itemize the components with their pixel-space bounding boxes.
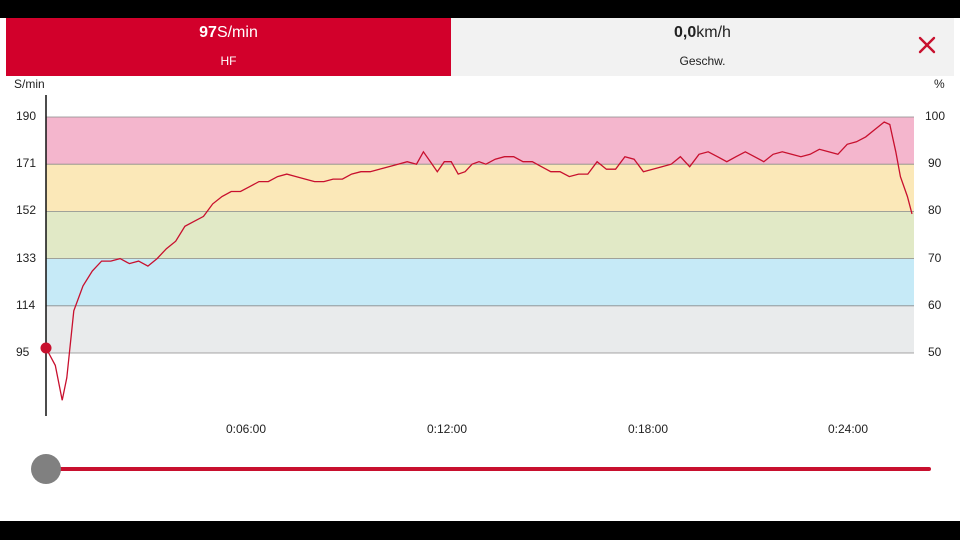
heart-rate-number: 97 [199,24,217,41]
y-tick-left: 133 [16,251,37,265]
y-tick-left: 171 [16,156,37,170]
close-icon[interactable] [916,34,938,56]
y-tick-left: 190 [16,109,37,123]
tab-speed[interactable]: 0,0km/h Geschw. [451,18,954,76]
y-tick-left: 152 [16,203,37,217]
speed-value: 0,0km/h [451,24,954,42]
y-tick-right: 100 [925,109,946,123]
grid-lines [46,116,914,354]
y-tick-left: 114 [16,298,36,312]
x-tick: 0:06:00 [225,422,267,436]
zone-band [46,305,914,353]
zone-band [46,117,914,165]
y-tick-right: 60 [928,298,942,312]
y-tick-right: 50 [928,345,942,359]
y-axis-left-title: S/min [14,77,45,91]
zone-band [46,258,914,306]
y-tick-right: 90 [928,156,942,170]
heart-rate-line [45,121,913,401]
y-tick-right: 70 [928,251,942,265]
x-tick: 0:24:00 [827,422,869,436]
y-axis-right-title: % [934,77,945,91]
speed-label: Geschw. [679,54,726,68]
heart-rate-label: HF [220,54,237,68]
timeline-slider-thumb[interactable] [31,454,61,484]
zone-bands [46,117,914,353]
zone-band [46,211,914,259]
current-position-marker [40,342,52,354]
x-tick: 0:12:00 [426,422,468,436]
y-tick-right: 80 [928,203,942,217]
heart-rate-unit: S/min [216,24,258,41]
speed-number: 0,0 [674,24,697,41]
speed-unit: km/h [696,24,731,41]
zone-band [46,164,914,212]
heart-rate-value: 97S/min [6,24,451,42]
y-tick-left: 95 [16,345,30,359]
x-tick: 0:18:00 [627,422,669,436]
tab-heart-rate[interactable]: 97S/min HF [6,18,451,76]
